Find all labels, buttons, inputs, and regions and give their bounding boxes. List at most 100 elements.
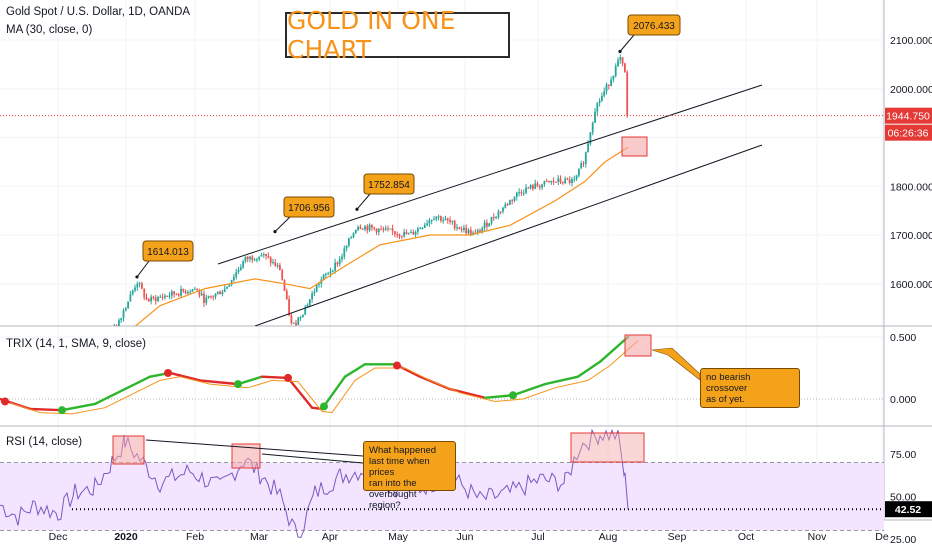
- candle: [624, 62, 626, 73]
- candle: [191, 288, 194, 292]
- candle: [219, 290, 221, 295]
- candle: [116, 324, 118, 326]
- rsi-highlight-box: [570, 432, 645, 463]
- candle-body: [596, 103, 599, 112]
- countdown-badge: [885, 124, 932, 141]
- candle: [193, 286, 196, 290]
- rsi-legend: RSI (14, close): [6, 436, 83, 448]
- candle: [180, 285, 182, 299]
- candle: [584, 151, 587, 168]
- candle-body: [281, 270, 284, 281]
- candle-body: [568, 179, 571, 184]
- candle-body: [212, 296, 215, 298]
- candle-body: [557, 178, 560, 182]
- candle: [134, 284, 136, 293]
- candle: [571, 176, 573, 187]
- trix-legend: TRIX (14, 1, SMA, 9, close): [6, 338, 146, 350]
- candle-body: [260, 255, 263, 257]
- candle-body: [532, 185, 534, 190]
- rsi-highlight-box: [112, 435, 145, 465]
- candle-body: [159, 296, 162, 298]
- candle: [173, 291, 175, 298]
- candle-body: [150, 296, 152, 302]
- candle-body: [486, 222, 488, 227]
- rsi-line: [0, 428, 629, 538]
- candle-body: [520, 192, 523, 194]
- candle-body: [389, 228, 392, 230]
- candle-body: [423, 225, 426, 228]
- time-axis-label: Jul: [531, 531, 544, 543]
- candle: [536, 181, 539, 188]
- candle-body: [502, 207, 504, 212]
- candle-body: [343, 248, 346, 257]
- candle-body: [170, 291, 173, 296]
- candle-body: [435, 216, 438, 220]
- candle: [260, 252, 263, 257]
- candle-body: [405, 231, 408, 235]
- candle-body: [124, 308, 127, 311]
- candle-body: [134, 287, 136, 291]
- candle-body: [327, 273, 330, 275]
- candle: [617, 57, 619, 68]
- candle-body: [145, 297, 148, 300]
- candle: [290, 312, 293, 325]
- candle-body: [614, 66, 617, 77]
- candle: [274, 259, 277, 267]
- trix-line-segment: [598, 335, 630, 363]
- candle: [391, 224, 394, 236]
- candle: [279, 262, 281, 271]
- rsi-axis-tick: 75.00: [890, 449, 916, 461]
- time-axis-label: Oct: [738, 531, 754, 543]
- candle-body: [626, 72, 629, 116]
- candle: [251, 254, 254, 263]
- trix-pane: [0, 334, 701, 415]
- rsi-axis-tick: 50.00: [890, 492, 916, 504]
- candle-body: [529, 185, 532, 189]
- candle-body: [430, 220, 433, 222]
- candle: [212, 295, 215, 301]
- candle: [440, 215, 442, 223]
- channel-lower-line: [254, 144, 763, 326]
- candle-body: [338, 259, 341, 265]
- candle-body: [239, 267, 242, 270]
- candle-body: [366, 226, 369, 231]
- candle-body: [228, 284, 231, 287]
- candle-body: [131, 290, 134, 295]
- candle: [412, 229, 415, 235]
- candle: [262, 252, 265, 258]
- candle-body: [575, 175, 578, 179]
- callout-box: [363, 173, 415, 195]
- candle-body: [564, 178, 566, 184]
- candle: [614, 63, 617, 78]
- candle-body: [398, 234, 401, 237]
- candle: [575, 174, 578, 181]
- candle-body: [601, 95, 603, 102]
- candle-body: [302, 314, 304, 317]
- candle: [419, 226, 422, 230]
- candle: [465, 224, 468, 236]
- candle-body: [589, 132, 592, 144]
- candle-body: [387, 228, 389, 230]
- candle: [509, 199, 511, 206]
- candle-body: [308, 299, 311, 306]
- candle: [331, 269, 334, 273]
- candle-body: [384, 228, 387, 230]
- candle-body: [492, 216, 495, 219]
- candle-body: [380, 228, 382, 230]
- candle-body: [536, 183, 539, 187]
- candle-body: [584, 152, 587, 165]
- trix-line-segment: [260, 375, 290, 380]
- candle-body: [407, 233, 410, 235]
- candle: [214, 293, 217, 300]
- candle-body: [538, 186, 541, 188]
- candle: [566, 177, 569, 180]
- candle: [476, 228, 479, 236]
- trix-line-segment: [343, 363, 367, 378]
- candle: [598, 98, 601, 107]
- callout-label: 1706.956: [288, 203, 330, 214]
- candle: [341, 253, 343, 263]
- candle: [281, 268, 284, 281]
- candle-body: [180, 288, 182, 296]
- candle-body: [375, 228, 378, 233]
